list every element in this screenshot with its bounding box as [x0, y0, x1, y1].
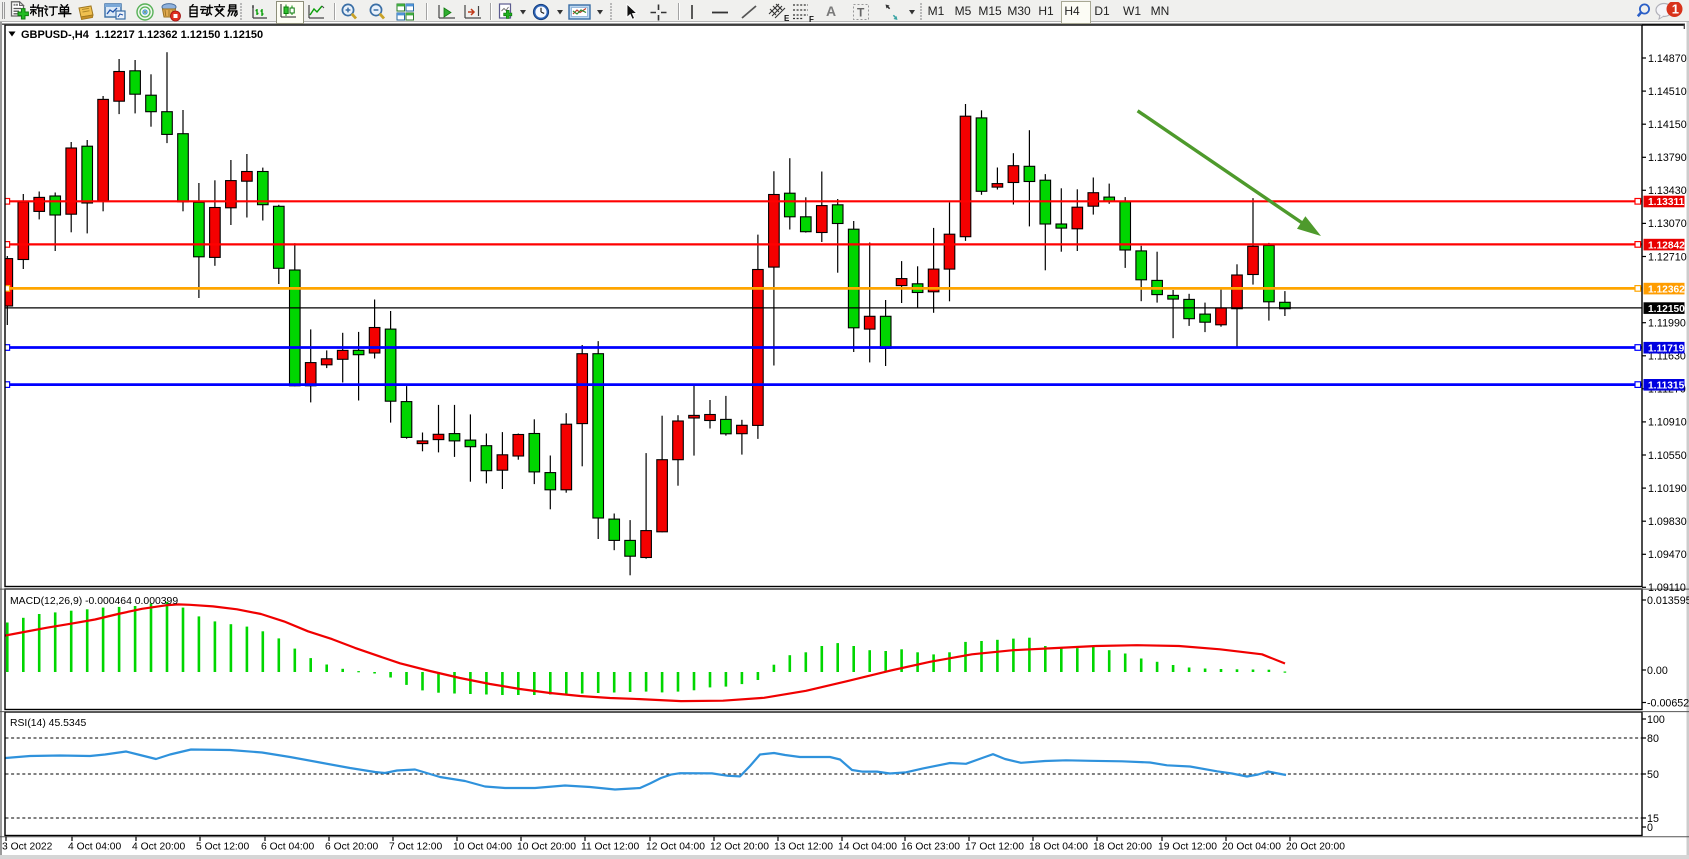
svg-text:4 Oct 04:00: 4 Oct 04:00 — [68, 841, 122, 852]
svg-text:1.09110: 1.09110 — [1648, 582, 1686, 594]
svg-text:MACD(12,26,9) -0.000464 0.0003: MACD(12,26,9) -0.000464 0.000399 — [10, 596, 178, 607]
svg-text:1.13311: 1.13311 — [1648, 197, 1685, 208]
svg-text:1.14510: 1.14510 — [1648, 86, 1687, 98]
svg-text:100: 100 — [1647, 714, 1665, 726]
svg-text:5 Oct 12:00: 5 Oct 12:00 — [196, 841, 250, 852]
svg-text:T: T — [857, 6, 865, 20]
svg-text:19 Oct 12:00: 19 Oct 12:00 — [1158, 841, 1217, 852]
svg-text:1.14150: 1.14150 — [1648, 119, 1687, 131]
svg-text:1.12842: 1.12842 — [1648, 240, 1685, 251]
svg-text:15: 15 — [1647, 813, 1659, 825]
svg-text:1.09830: 1.09830 — [1648, 516, 1687, 528]
svg-text:E: E — [784, 14, 790, 23]
svg-text:16 Oct 23:00: 16 Oct 23:00 — [901, 841, 960, 852]
svg-text:17 Oct 12:00: 17 Oct 12:00 — [965, 841, 1024, 852]
svg-text:1.13070: 1.13070 — [1648, 218, 1687, 230]
svg-text:13 Oct 12:00: 13 Oct 12:00 — [774, 841, 833, 852]
svg-text:F: F — [809, 15, 814, 23]
svg-text:1.12710: 1.12710 — [1648, 251, 1687, 263]
svg-text:50: 50 — [1647, 769, 1659, 781]
svg-text:1.12362: 1.12362 — [1648, 284, 1685, 295]
svg-text:1.11990: 1.11990 — [1648, 318, 1686, 330]
svg-text:80: 80 — [1647, 733, 1659, 745]
svg-text:6 Oct 04:00: 6 Oct 04:00 — [261, 841, 315, 852]
svg-text:1.10190: 1.10190 — [1648, 483, 1687, 495]
svg-text:18 Oct 20:00: 18 Oct 20:00 — [1093, 841, 1152, 852]
svg-text:10 Oct 04:00: 10 Oct 04:00 — [453, 841, 512, 852]
svg-text:0.013595: 0.013595 — [1647, 595, 1689, 607]
svg-text:1.11630: 1.11630 — [1648, 351, 1686, 363]
svg-text:0.00: 0.00 — [1647, 665, 1668, 677]
svg-text:11 Oct 12:00: 11 Oct 12:00 — [581, 841, 639, 852]
svg-text:4 Oct 20:00: 4 Oct 20:00 — [132, 841, 186, 852]
svg-text:12 Oct 04:00: 12 Oct 04:00 — [646, 841, 705, 852]
svg-text:6 Oct 20:00: 6 Oct 20:00 — [325, 841, 379, 852]
svg-text:1.12150: 1.12150 — [1648, 304, 1685, 315]
svg-text:12 Oct 20:00: 12 Oct 20:00 — [710, 841, 769, 852]
svg-text:1.11315: 1.11315 — [1648, 381, 1685, 392]
svg-text:-0.00652: -0.00652 — [1647, 697, 1689, 709]
svg-text:0: 0 — [1647, 822, 1653, 834]
svg-text:GBPUSD-,H4 1.12217 1.12362 1.: GBPUSD-,H4 1.12217 1.12362 1.12150 1.121… — [21, 29, 263, 41]
svg-text:10 Oct 20:00: 10 Oct 20:00 — [517, 841, 576, 852]
svg-text:1.10910: 1.10910 — [1648, 417, 1687, 429]
svg-text:7 Oct 12:00: 7 Oct 12:00 — [389, 841, 443, 852]
svg-text:18 Oct 04:00: 18 Oct 04:00 — [1029, 841, 1088, 852]
svg-text:1: 1 — [1672, 2, 1679, 17]
svg-text:RSI(14) 45.5345: RSI(14) 45.5345 — [10, 718, 86, 729]
svg-text:1.14870: 1.14870 — [1648, 53, 1687, 65]
svg-text:3 Oct 2022: 3 Oct 2022 — [2, 841, 53, 852]
svg-text:20 Oct 04:00: 20 Oct 04:00 — [1222, 841, 1281, 852]
svg-text:1.13790: 1.13790 — [1648, 152, 1687, 164]
svg-text:1.10550: 1.10550 — [1648, 450, 1687, 462]
svg-text:1.11719: 1.11719 — [1648, 343, 1685, 354]
svg-text:1.09470: 1.09470 — [1648, 549, 1687, 561]
svg-text:1.13430: 1.13430 — [1648, 185, 1687, 197]
svg-text:20 Oct 20:00: 20 Oct 20:00 — [1286, 841, 1345, 852]
svg-text:14 Oct 04:00: 14 Oct 04:00 — [838, 841, 897, 852]
